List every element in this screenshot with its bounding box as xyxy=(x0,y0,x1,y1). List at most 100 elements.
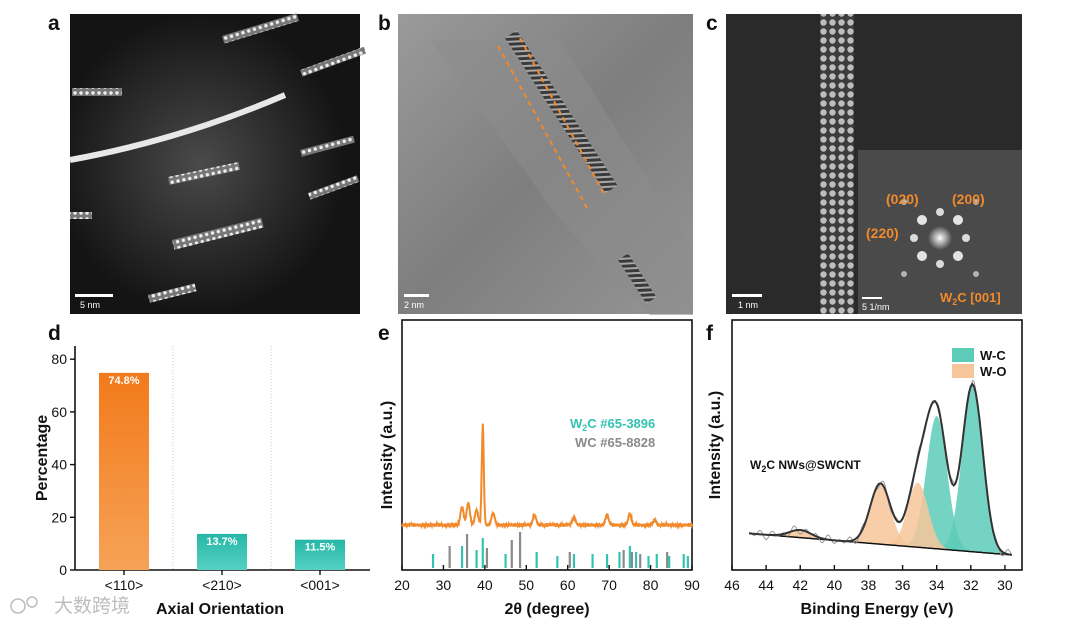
nanowire xyxy=(70,212,92,219)
y-tick-label: 80 xyxy=(51,351,67,367)
legend-label-wc: W-C xyxy=(980,348,1006,363)
reference-lines xyxy=(431,532,689,568)
bar xyxy=(197,533,247,570)
x-axis-title: Binding Energy (eV) xyxy=(801,601,954,618)
panel-label-a: a xyxy=(48,12,60,35)
x-tick-label: 34 xyxy=(929,577,945,593)
scale-label-a: 5 nm xyxy=(80,300,100,310)
fft-spot xyxy=(917,215,927,225)
plot-frame xyxy=(401,319,693,571)
x-ticks: 20 30 40 50 60 70 80 90 xyxy=(394,565,700,593)
nanowire xyxy=(168,162,241,185)
x-tick-label: 38 xyxy=(861,577,877,593)
panel-b: b 2 nm xyxy=(378,12,693,315)
nanowire xyxy=(172,217,264,250)
x-tick-label: <001> xyxy=(300,577,340,593)
x-tick-label: 46 xyxy=(724,577,740,593)
y-axis-title: Percentage xyxy=(34,415,51,501)
x-tick-label: 60 xyxy=(560,577,576,593)
x-tick-label: 32 xyxy=(963,577,979,593)
watermark-logo-icon xyxy=(26,596,38,608)
fft-spot xyxy=(910,234,918,242)
swcnt-bundle xyxy=(430,40,693,315)
fft-spot xyxy=(953,251,963,261)
bar-value-label: 74.8% xyxy=(108,375,139,387)
y-tick-label: 40 xyxy=(51,457,67,473)
x-ticks: <110> <210> <001> xyxy=(105,570,340,593)
nanowire-atomic-column xyxy=(820,14,854,314)
bar xyxy=(295,539,345,570)
nanowire-b-small xyxy=(618,253,657,304)
scale-bar-c xyxy=(732,294,762,297)
fft-spot xyxy=(901,199,907,205)
nanowire-long xyxy=(69,92,287,163)
legend-wc: WC #65-8828 xyxy=(575,435,655,450)
nanowire xyxy=(300,135,355,157)
scale-label-c: 1 nm xyxy=(738,300,758,310)
dashed-outline xyxy=(519,37,606,197)
panel-label-b: b xyxy=(378,12,391,35)
scale-label-b: 2 nm xyxy=(404,300,424,310)
fit-peak-w-c xyxy=(912,384,1033,557)
nanowire xyxy=(307,175,360,200)
legend-swatch-wc xyxy=(952,348,974,362)
y-axis-title: Intensity (a.u.) xyxy=(379,401,396,509)
legend-w2c: W2C #65-3896 xyxy=(570,416,655,433)
fitted-peaks xyxy=(740,384,1033,557)
fft-spot xyxy=(953,215,963,225)
nanowire-b xyxy=(505,30,618,194)
xrd-pattern xyxy=(401,423,693,530)
panel-label-d: d xyxy=(48,322,61,345)
bar xyxy=(99,372,149,570)
panel-c: c (020) (200) (220) W2C [001] 1 nm 5 1/n… xyxy=(706,12,1022,314)
bar-value-label: 13.7% xyxy=(206,536,237,548)
fft-spot xyxy=(973,199,979,205)
fft-spot xyxy=(936,208,944,216)
scale-label-c-inset: 5 1/nm xyxy=(862,302,890,312)
watermark-logo-icon xyxy=(10,598,26,614)
baseline xyxy=(749,532,1012,556)
fft-spot xyxy=(936,260,944,268)
chart-d: d 0 20 40 60 80 74.8% 13.7% 11.5% <110> <210> <0… xyxy=(34,322,370,618)
dashed-outline xyxy=(497,45,588,209)
nanowire-group-a xyxy=(69,13,367,303)
scale-bar-b xyxy=(404,294,429,297)
plot-frame xyxy=(731,319,1023,571)
y-tick-label: 0 xyxy=(59,562,67,578)
sample-annotation: W2C NWs@SWCNT xyxy=(750,458,861,474)
y-axis-title: Intensity (a.u.) xyxy=(707,391,724,499)
fit-peak-w-o xyxy=(820,483,941,550)
panel-label-e: e xyxy=(378,322,390,345)
chart-f: f 46 44 42 40 38 36 34 32 30 W-C W-O W2C NWs@SWC… xyxy=(706,319,1033,618)
x-axis-title: 2θ (degree) xyxy=(504,601,589,618)
x-axis-title: Axial Orientation xyxy=(156,601,284,618)
fft-spot xyxy=(901,271,907,277)
y-ticks: 0 20 40 60 80 xyxy=(51,351,75,578)
panel-label-c: c xyxy=(706,12,718,35)
chart-e: e 20 30 40 50 60 70 80 90 W2C #65-3896 WC #65-8… xyxy=(378,319,700,618)
fft-spot xyxy=(928,226,952,250)
fit-peak-w-c xyxy=(877,415,997,554)
fit-envelope xyxy=(749,382,1012,556)
fft-spot xyxy=(962,234,970,242)
x-tick-label: 40 xyxy=(827,577,843,593)
panel-a: a 5 nm xyxy=(48,12,367,314)
watermark: 大数跨境 xyxy=(10,595,130,617)
fft-label-020: (020) xyxy=(886,191,919,207)
fit-peak-w-o xyxy=(740,530,860,543)
bar-value-label: 11.5% xyxy=(305,542,336,554)
x-tick-label: 50 xyxy=(518,577,534,593)
fit-peak-w-o xyxy=(858,482,978,553)
x-tick-label: 20 xyxy=(394,577,410,593)
x-tick-label: 30 xyxy=(997,577,1013,593)
panel-label-f: f xyxy=(706,322,714,345)
zone-axis-label: W2C [001] xyxy=(940,290,1001,307)
x-tick-label: 44 xyxy=(758,577,774,593)
nanowire xyxy=(72,88,122,96)
x-ticks: 46 44 42 40 38 36 34 32 30 xyxy=(724,565,1013,593)
fft-spot xyxy=(917,251,927,261)
x-tick-label: <110> xyxy=(105,577,144,593)
x-tick-label: 36 xyxy=(895,577,911,593)
x-tick-label: 40 xyxy=(477,577,493,593)
legend-swatch-wo xyxy=(952,364,974,378)
